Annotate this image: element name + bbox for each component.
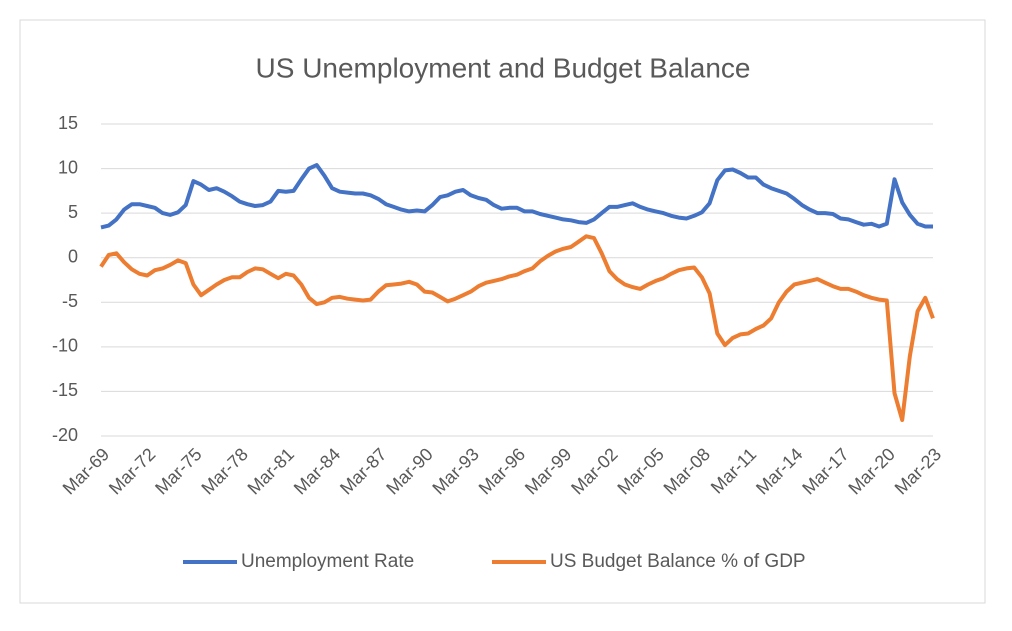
legend-label: Unemployment Rate	[241, 551, 414, 572]
y-tick-label: 10	[58, 157, 78, 177]
legend-label: US Budget Balance % of GDP	[550, 551, 806, 572]
line-series	[99, 234, 935, 422]
y-tick-label: -10	[52, 336, 78, 356]
chart-frame	[19, 19, 986, 604]
chart-title: US Unemployment and Budget Balance	[256, 52, 751, 83]
line-series	[100, 163, 933, 230]
y-tick-label: 15	[58, 113, 78, 133]
y-tick-label: -15	[52, 380, 78, 400]
y-tick-label: 5	[68, 202, 78, 222]
y-tick-label: -5	[62, 291, 78, 311]
y-tick-label: -20	[52, 425, 78, 445]
y-tick-label: 0	[68, 246, 78, 266]
